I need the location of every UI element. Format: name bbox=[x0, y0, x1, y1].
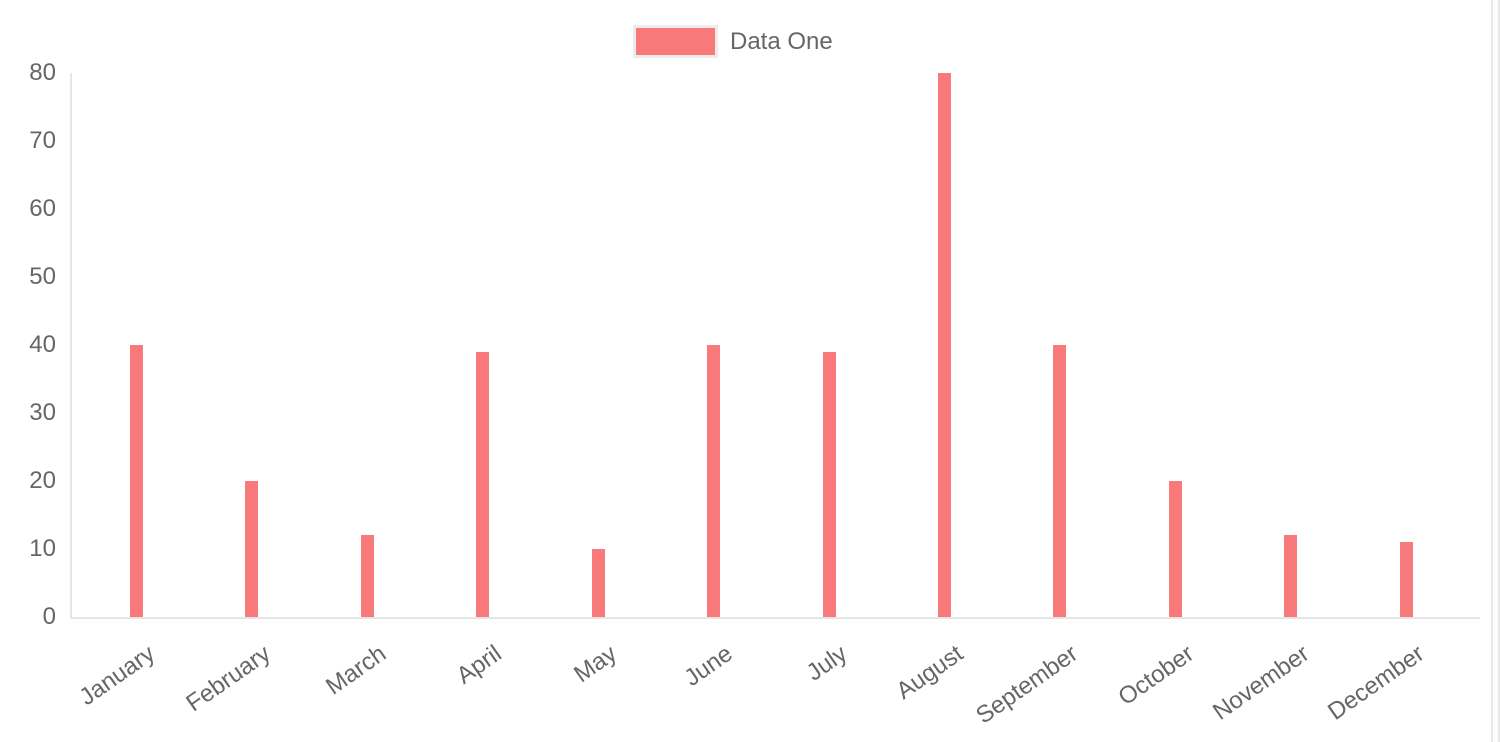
x-axis-tick-label: December bbox=[1323, 640, 1430, 726]
bar-june[interactable] bbox=[707, 345, 721, 617]
bar-august[interactable] bbox=[937, 73, 951, 617]
x-axis-tick-label: July bbox=[802, 640, 853, 687]
x-axis-tick-label: March bbox=[320, 640, 391, 701]
y-axis-tick-label: 40 bbox=[29, 331, 56, 358]
x-axis-tick-label: February bbox=[181, 640, 276, 718]
legend-swatch-icon bbox=[633, 25, 718, 58]
bar-february[interactable] bbox=[245, 481, 259, 617]
x-axis-tick-label: November bbox=[1208, 640, 1315, 726]
bar-january[interactable] bbox=[130, 345, 143, 617]
x-axis-tick-label: August bbox=[891, 640, 968, 705]
legend-label: Data One bbox=[730, 28, 833, 55]
y-axis-tick-label: 10 bbox=[29, 535, 56, 562]
x-axis-tick-label: October bbox=[1113, 640, 1199, 712]
y-axis-tick-label: 30 bbox=[29, 399, 56, 426]
bar-march[interactable] bbox=[360, 535, 374, 617]
y-axis-tick-label: 50 bbox=[29, 263, 56, 290]
bar-september[interactable] bbox=[1053, 345, 1067, 617]
bar-october[interactable] bbox=[1168, 481, 1182, 617]
x-axis-tick-label: September bbox=[971, 640, 1084, 730]
y-axis-tick-label: 70 bbox=[29, 127, 56, 154]
chart-legend[interactable]: Data One bbox=[633, 25, 833, 58]
bar-november[interactable] bbox=[1284, 535, 1298, 617]
x-axis-tick-label: May bbox=[569, 640, 622, 689]
plot-area bbox=[70, 73, 1480, 619]
scrollbar-track[interactable] bbox=[1491, 0, 1500, 742]
y-axis-tick-label: 60 bbox=[29, 195, 56, 222]
y-axis-tick-label: 20 bbox=[29, 467, 56, 494]
y-axis-tick-label: 80 bbox=[29, 59, 56, 86]
bar-july[interactable] bbox=[822, 351, 836, 617]
x-axis-tick-label: June bbox=[678, 640, 738, 692]
bar-may[interactable] bbox=[591, 549, 605, 617]
bar-april[interactable] bbox=[476, 351, 490, 617]
x-axis-tick-label: April bbox=[451, 640, 507, 690]
x-axis-tick-label: January bbox=[74, 640, 161, 712]
bar-december[interactable] bbox=[1399, 542, 1413, 617]
y-axis-tick-label: 0 bbox=[42, 603, 56, 630]
